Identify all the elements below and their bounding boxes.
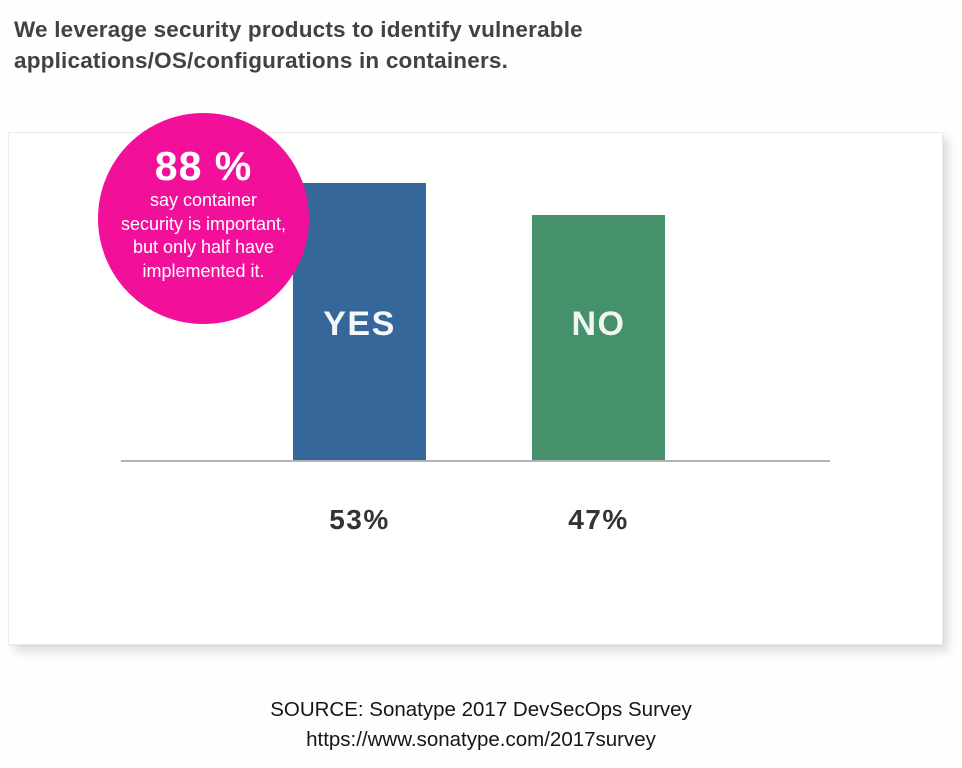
bar-value-label-yes: 53%: [329, 504, 390, 535]
source-url: https://www.sonatype.com/2017survey: [306, 727, 656, 751]
stat-badge-text-line-3: but only half have: [132, 237, 275, 257]
stat-badge: 88 % say container security is important…: [98, 113, 309, 324]
stat-badge-text-line-2: security is important,: [120, 213, 287, 234]
chart-card: 88 % say container security is important…: [8, 113, 943, 645]
page-title-line-2: applications/OS/configurations in contai…: [14, 48, 509, 73]
stat-badge-value: 88 %: [154, 143, 253, 189]
bar-value-label-no: 47%: [568, 504, 629, 535]
stat-badge-text-line-4: implemented it.: [142, 260, 265, 281]
page-title-line-1: We leverage security products to identif…: [14, 17, 583, 42]
bar-no: [532, 215, 665, 460]
bar-yes: [293, 183, 426, 460]
source-line: SOURCE: Sonatype 2017 DevSecOps Survey: [270, 698, 692, 721]
source-attribution: SOURCE: Sonatype 2017 DevSecOps Survey h…: [0, 695, 962, 754]
page-title: We leverage security products to identif…: [14, 14, 583, 76]
stat-badge-text-line-1: say container: [149, 190, 258, 210]
x-axis-baseline: [121, 460, 830, 462]
bar-category-label-yes: YES: [323, 305, 396, 343]
bar-category-label-no: NO: [571, 305, 626, 343]
